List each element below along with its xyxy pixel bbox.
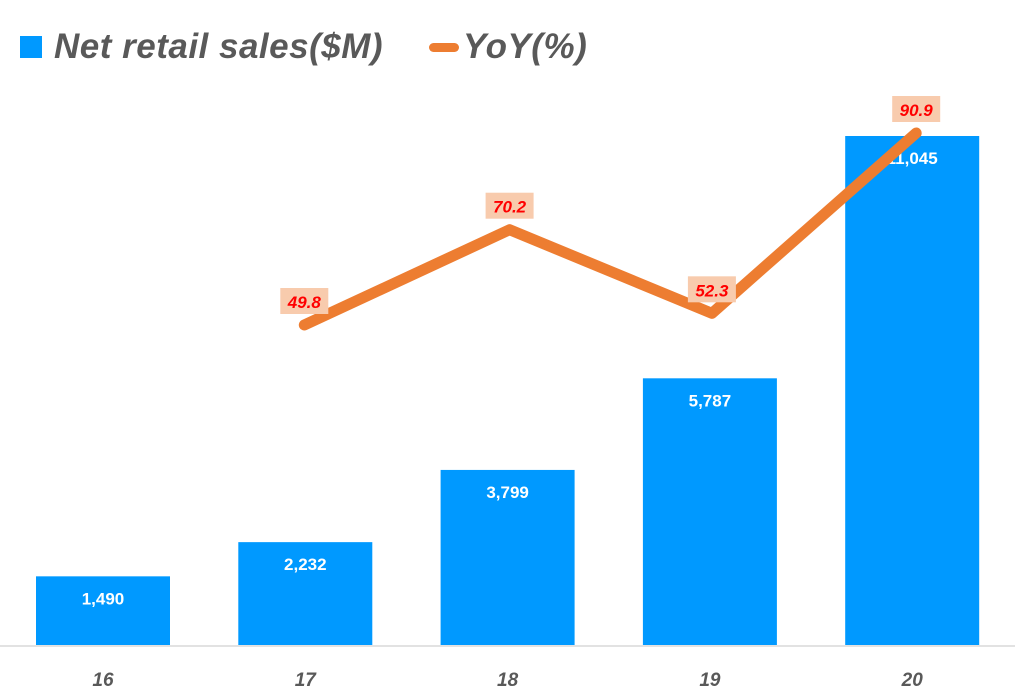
x-tick-label: 19 xyxy=(699,670,721,691)
bar-swatch-icon xyxy=(20,36,42,58)
bar-value-label: 2,232 xyxy=(284,555,327,574)
line-swatch-icon xyxy=(429,42,460,52)
bar-19 xyxy=(642,378,777,645)
yoy-value-label: 70.2 xyxy=(493,198,527,217)
yoy-label-bg xyxy=(280,288,329,314)
bar-value-label: 3,799 xyxy=(486,483,529,502)
bar-20 xyxy=(845,136,980,645)
yoy-value-label: 90.9 xyxy=(900,101,934,120)
x-tick-label: 20 xyxy=(901,670,924,691)
legend-label-sales: Net retail sales($M) xyxy=(54,27,384,66)
bar-18 xyxy=(440,469,575,645)
yoy-label-bg xyxy=(687,276,736,303)
bar-value-label: 5,787 xyxy=(689,391,732,410)
bar-series xyxy=(36,136,980,645)
bar-16 xyxy=(36,576,170,645)
x-axis-ticks: 16 17 18 19 20 xyxy=(92,670,923,691)
legend-label-yoy: YoY(%) xyxy=(463,27,588,66)
yoy-label-bg xyxy=(892,96,941,122)
x-tick-label: 18 xyxy=(497,670,519,691)
bar-17 xyxy=(238,542,373,645)
bar-value-label: 1,490 xyxy=(82,589,125,608)
legend-item-yoy: YoY(%) xyxy=(429,27,587,67)
chart-legend: Net retail sales($M) YoY(%) xyxy=(20,22,633,72)
yoy-line xyxy=(298,127,922,331)
yoy-value-label: 52.3 xyxy=(695,281,729,300)
x-tick-label: 16 xyxy=(92,670,114,691)
yoy-value-label: 49.8 xyxy=(287,293,322,312)
yoy-labels: 49.8 70.2 52.3 90.9 xyxy=(280,96,941,314)
legend-item-sales: Net retail sales($M) xyxy=(20,27,383,67)
x-tick-label: 17 xyxy=(295,670,318,691)
yoy-label-bg xyxy=(485,192,534,219)
